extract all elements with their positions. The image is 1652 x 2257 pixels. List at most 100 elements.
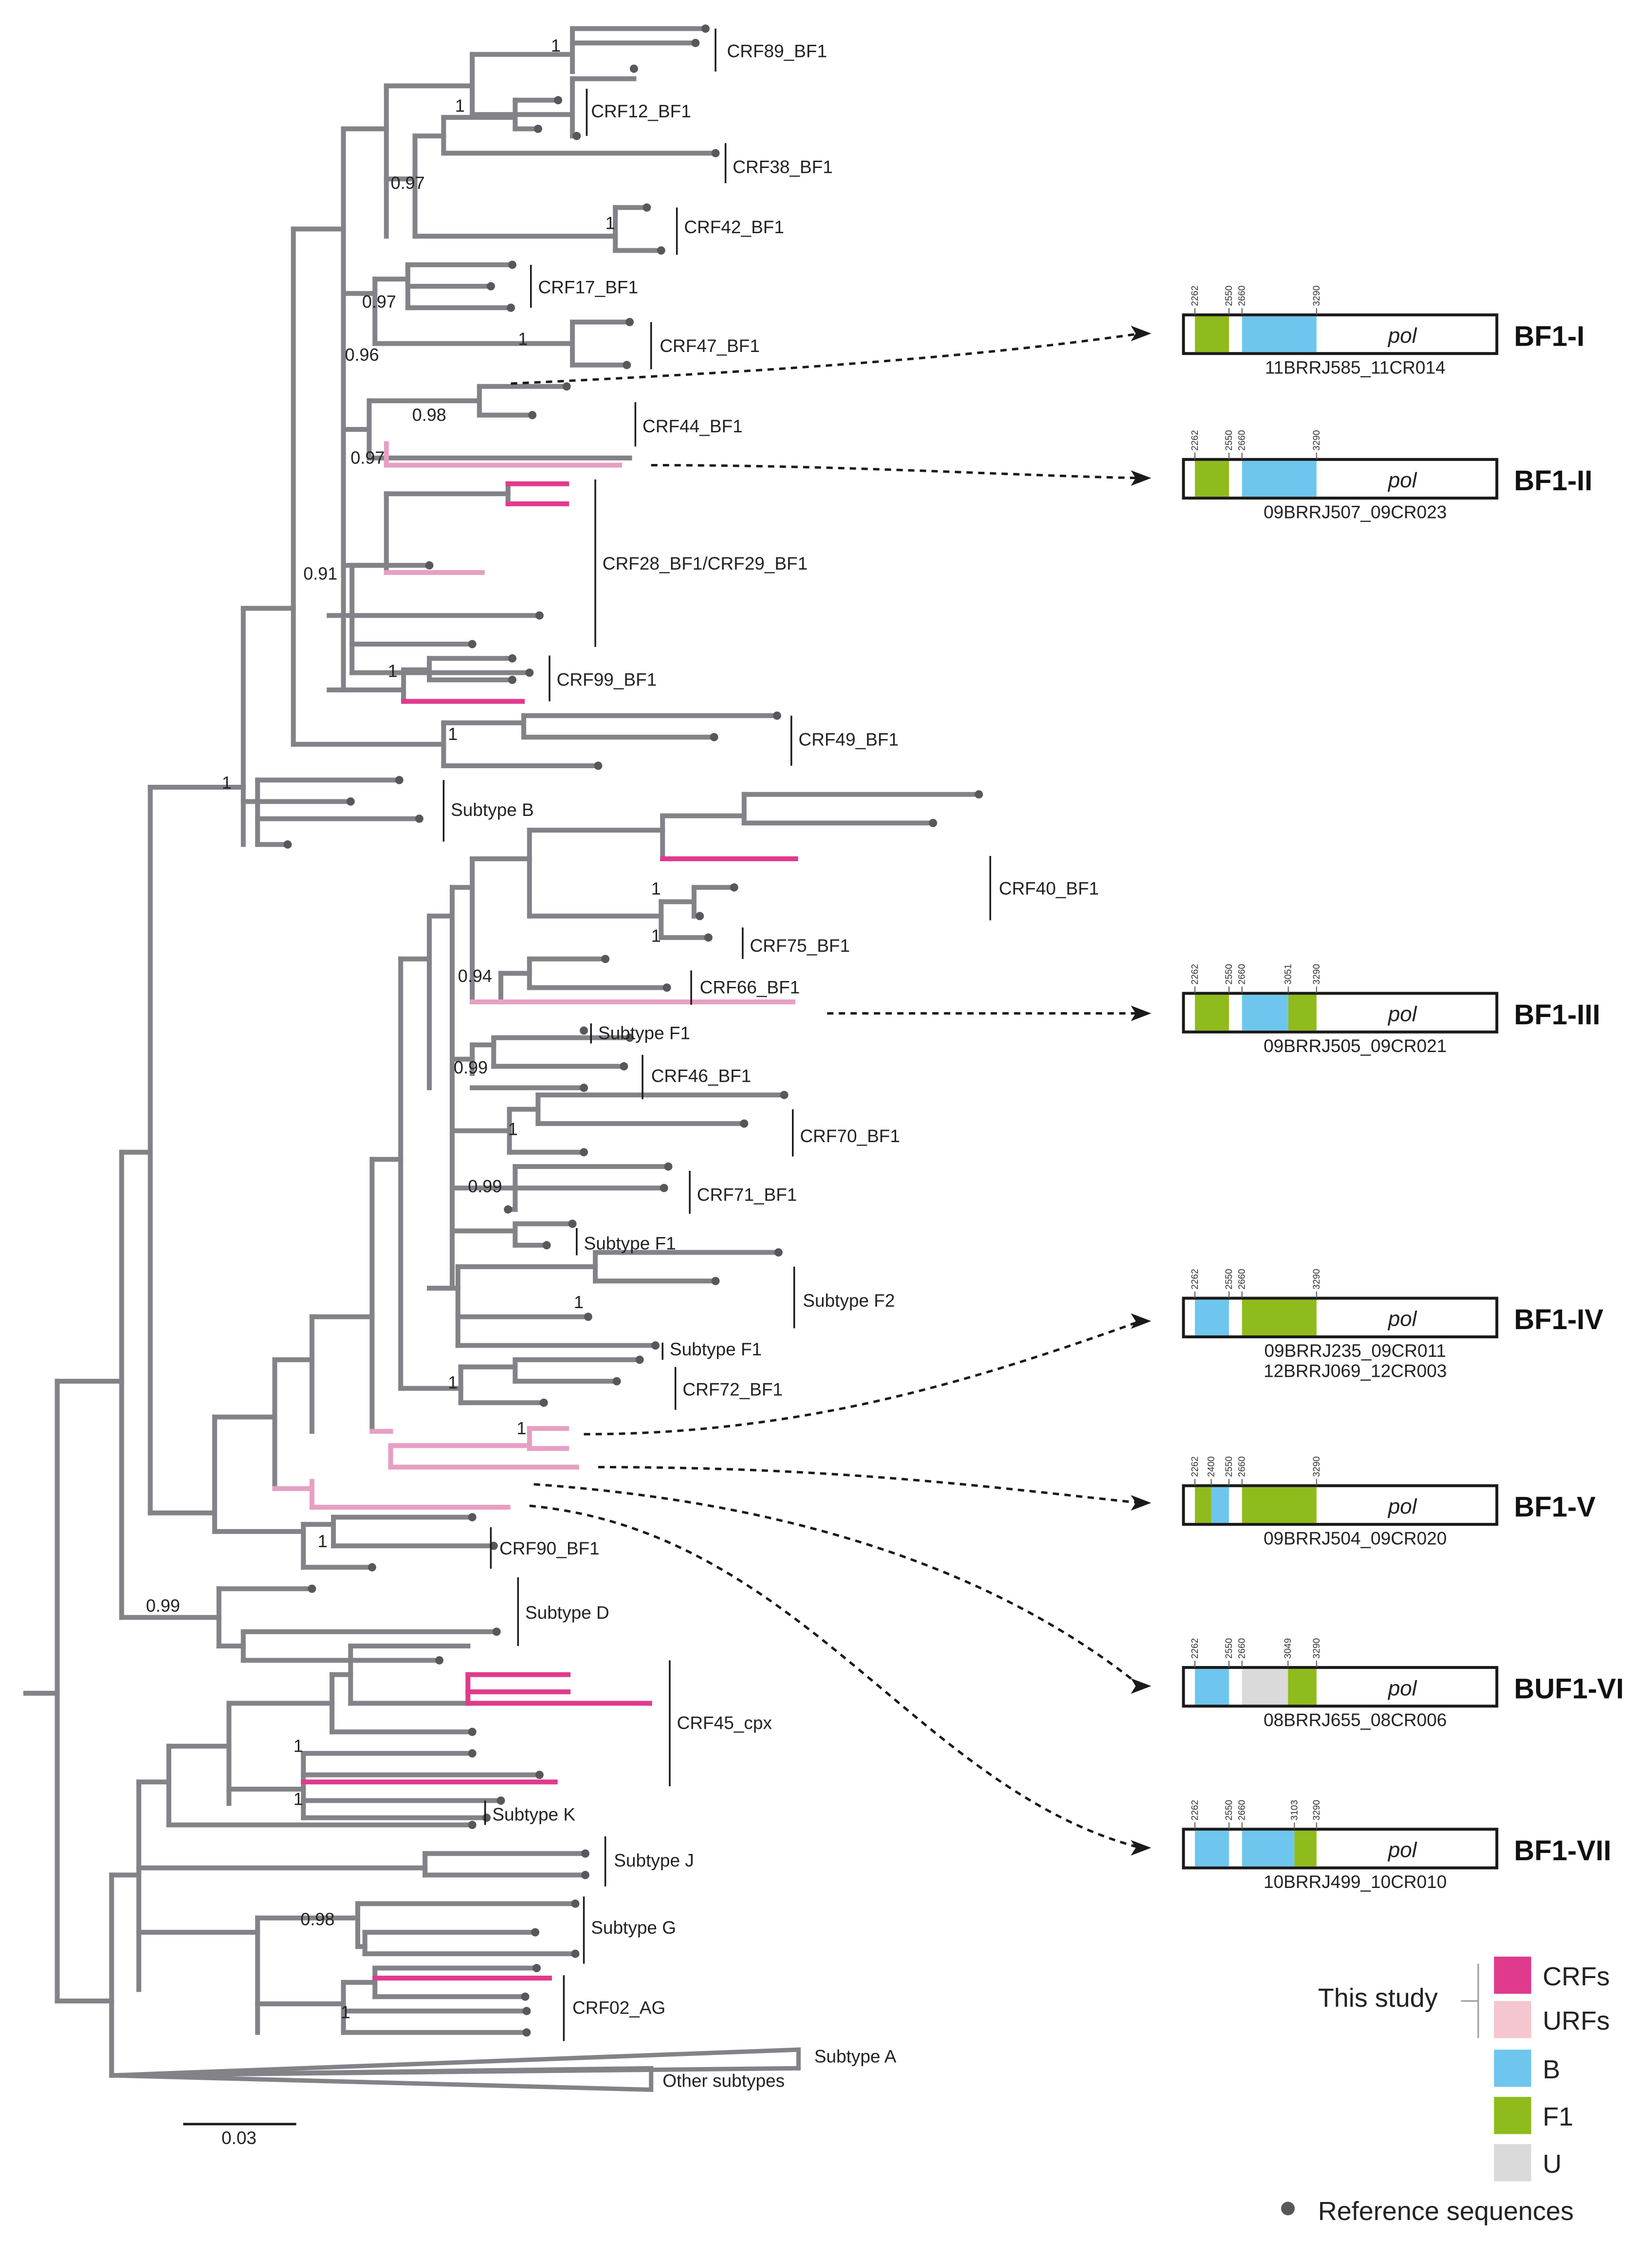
segment-b (1211, 1487, 1229, 1523)
segment-f1 (1288, 1669, 1317, 1705)
reference-sequence-dot (594, 761, 603, 770)
arrow-head (1131, 470, 1152, 486)
breakpoint-label: 2550 (1224, 430, 1234, 450)
connector-arrows (511, 326, 1152, 1856)
clade-label-crf66: CRF66_BF1 (700, 977, 800, 997)
support-value: 0.97 (350, 448, 385, 468)
breakpoint-label: 2550 (1224, 1456, 1234, 1477)
breakpoint-label: 2262 (1190, 1800, 1200, 1820)
legend-crfs-swatch (1494, 1956, 1531, 1994)
reference-sequence-dot (704, 933, 713, 942)
legend-reference-dot (1281, 2202, 1295, 2216)
legend-urfs-label: URFs (1542, 2006, 1610, 2035)
clade-label-crf42: CRF42_BF1 (684, 217, 784, 237)
reference-sequence-dot (612, 1377, 621, 1386)
reference-sequence-dot (535, 611, 544, 620)
gene-label: pol (1387, 468, 1417, 492)
clade-label-crf90: CRF90_BF1 (499, 1538, 600, 1558)
reference-sequence-dot (346, 797, 355, 806)
tree-labels: CRF89_BF1 CRF12_BF1 CRF38_BF1 CRF42_BF1 CRF1… (146, 28, 1099, 2148)
recombinant-form-name: BUF1-VI (1514, 1673, 1624, 1705)
recombinant-form-name: BF1-II (1514, 465, 1593, 497)
breakpoint-label: 2262 (1190, 964, 1200, 984)
breakpoint-label: 3051 (1284, 964, 1294, 984)
breakpoint-label: 3290 (1312, 286, 1322, 306)
isolate-id: 12BRRJ069_12CR003 (1264, 1361, 1447, 1381)
clade-label-subtype-b: Subtype B (451, 800, 534, 820)
genome-box (1182, 1828, 1499, 1869)
support-value: 0.94 (458, 966, 492, 986)
dashed-connector-arrow (598, 1466, 1141, 1504)
reference-sequence-dot (532, 1964, 541, 1972)
breakpoint-label: 2660 (1237, 430, 1248, 450)
reference-sequence-dot (780, 1091, 789, 1099)
clade-label-subtype-f1-a: Subtype F1 (598, 1023, 690, 1043)
clade-label-crf75: CRF75_BF1 (750, 936, 850, 956)
segment-f1 (1194, 1487, 1211, 1523)
gene-label: pol (1387, 1307, 1417, 1331)
reference-sequence-dot (508, 676, 517, 684)
support-value: 1 (388, 661, 398, 681)
clade-label-crf12: CRF12_BF1 (591, 101, 691, 121)
isolate-id: 10BRRJ499_10CR010 (1264, 1872, 1447, 1892)
reference-sequence-dot (691, 38, 700, 47)
gene-label: pol (1387, 1495, 1417, 1518)
legend-urfs-swatch (1494, 2001, 1531, 2038)
clade-label-crf17: CRF17_BF1 (538, 278, 638, 297)
reference-sequence-dot (701, 24, 710, 33)
support-value: 0.99 (468, 1176, 502, 1196)
breakpoint-label: 3290 (1312, 1800, 1322, 1820)
reference-sequence-dot (468, 640, 477, 648)
support-value: 1 (651, 926, 661, 946)
collapsed-clade-other-subtypes (111, 2066, 654, 2092)
isolate-id: 09BRRJ504_09CR020 (1264, 1528, 1447, 1548)
reference-sequence-dot (468, 1821, 477, 1829)
breakpoint-label: 2550 (1224, 286, 1234, 306)
phylogenetic-tree (23, 24, 983, 2092)
segment-f1 (1288, 995, 1317, 1031)
breakpoint-label: 2660 (1237, 286, 1248, 306)
clade-label-subtype-j: Subtype J (614, 1850, 694, 1870)
reference-sequence-dot (581, 1870, 589, 1879)
recombinant-map-bf1-ii: 2262 2550 2660 3290 pol BF1-II 09BRRJ507_09CR0… (1182, 430, 1593, 522)
reference-sequence-dot (525, 668, 534, 677)
genome-box (1182, 992, 1499, 1034)
support-value: 0.97 (391, 173, 425, 193)
reference-sequence-dot (710, 733, 718, 741)
reference-sequence-dot (425, 561, 434, 570)
breakpoint-label: 3290 (1312, 1269, 1322, 1289)
support-value: 1 (651, 879, 661, 899)
support-value: 0.98 (412, 405, 446, 425)
reference-sequence-dot (740, 1119, 749, 1128)
recombinant-form-name: BF1-I (1514, 320, 1585, 352)
recombinant-map-bf1-iv: 2262 2550 2660 3290 pol BF1-IV 09BRRJ235_09CR0… (1182, 1269, 1604, 1381)
support-value: 1 (294, 1736, 303, 1756)
breakpoint-label: 2262 (1190, 1269, 1200, 1289)
dashed-connector-arrow (511, 332, 1141, 385)
reference-sequence-dot (539, 1398, 548, 1407)
breakpoint-label: 2262 (1190, 1456, 1200, 1477)
genome-box (1182, 1296, 1499, 1338)
legend-reference-label: Reference sequences (1318, 2197, 1574, 2226)
breakpoint-label: 2660 (1237, 1269, 1248, 1289)
arrow-head (1131, 1678, 1152, 1694)
segment-f1 (1194, 316, 1229, 352)
reference-sequence-dot (435, 1656, 444, 1665)
segment-f1 (1242, 1487, 1317, 1523)
clade-label-crf99: CRF99_BF1 (557, 669, 657, 689)
arrow-head (1131, 1495, 1152, 1511)
reference-sequence-dot (521, 1992, 530, 2001)
reference-sequence-dot (711, 149, 720, 158)
genome-box (1182, 1666, 1499, 1708)
isolate-id: 09BRRJ235_09CR011 (1264, 1341, 1446, 1361)
isolate-id: 09BRRJ507_09CR023 (1264, 502, 1447, 522)
reference-sequence-dot (580, 1083, 588, 1092)
reference-sequence-dot (620, 1062, 628, 1071)
reference-sequence-dot (657, 246, 665, 255)
clade-label-crf40: CRF40_BF1 (999, 879, 1099, 899)
support-value: 0.96 (345, 345, 379, 365)
segment-b (1194, 1669, 1229, 1705)
reference-sequence-dot (929, 819, 937, 827)
legend-u-label: U (1542, 2149, 1561, 2179)
arrow-head (1131, 326, 1152, 341)
